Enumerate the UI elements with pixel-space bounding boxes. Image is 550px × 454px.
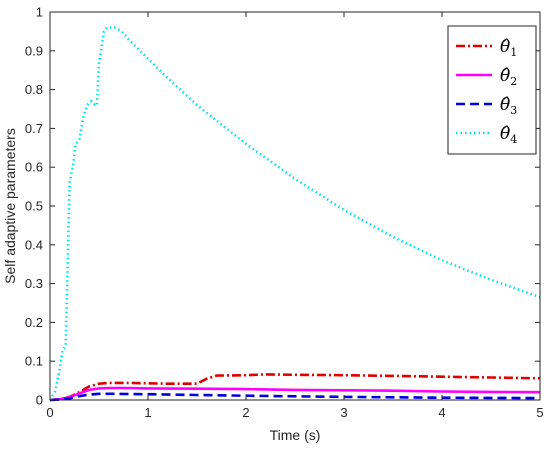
- y-axis-title: Self adaptive parameters: [2, 128, 18, 284]
- legend-box: [447, 25, 537, 155]
- series-line-theta-2: [49, 386, 541, 402]
- y-tick-label: 0.5: [25, 199, 43, 214]
- y-tick-label: 0.7: [25, 121, 43, 136]
- x-tick-label: 5: [536, 405, 543, 420]
- y-tick-label: 0: [36, 393, 43, 408]
- y-tick-label: 0.8: [25, 82, 43, 97]
- x-tick-label: 2: [242, 405, 249, 420]
- series-line-theta-1: [49, 373, 541, 402]
- ticks-layer: 0 1 2 3 4 5 0 0.1 0.2 0.3 0.4 0.5 0.6 0.7 0.8 0.9 1: [25, 5, 544, 421]
- x-tick-label: 1: [144, 405, 151, 420]
- legend: θ̂1 θ̂2 θ̂3 θ̂4: [447, 25, 537, 155]
- legend-entry-theta-1: θ̂1: [500, 37, 517, 59]
- y-tick-label: 0.1: [25, 354, 43, 369]
- y-tick-label: 0.6: [25, 160, 43, 175]
- x-axis-title: Time (s): [270, 427, 321, 443]
- y-tick-label: 0.2: [25, 315, 43, 330]
- y-tick-label: 0.3: [25, 276, 43, 291]
- y-tick-label: 0.4: [25, 237, 43, 252]
- y-tick-label: 1: [36, 5, 43, 20]
- x-tick-label: 0: [46, 405, 53, 420]
- series-line-theta-4: [48, 26, 541, 401]
- y-tick-label: 0.9: [25, 43, 43, 58]
- legend-entry-theta-4: θ̂4: [500, 124, 517, 146]
- legend-entry-theta-3: θ̂3: [500, 95, 517, 117]
- x-tick-label: 3: [340, 405, 347, 420]
- legend-entry-theta-2: θ̂2: [500, 66, 517, 88]
- x-tick-label: 4: [438, 405, 445, 420]
